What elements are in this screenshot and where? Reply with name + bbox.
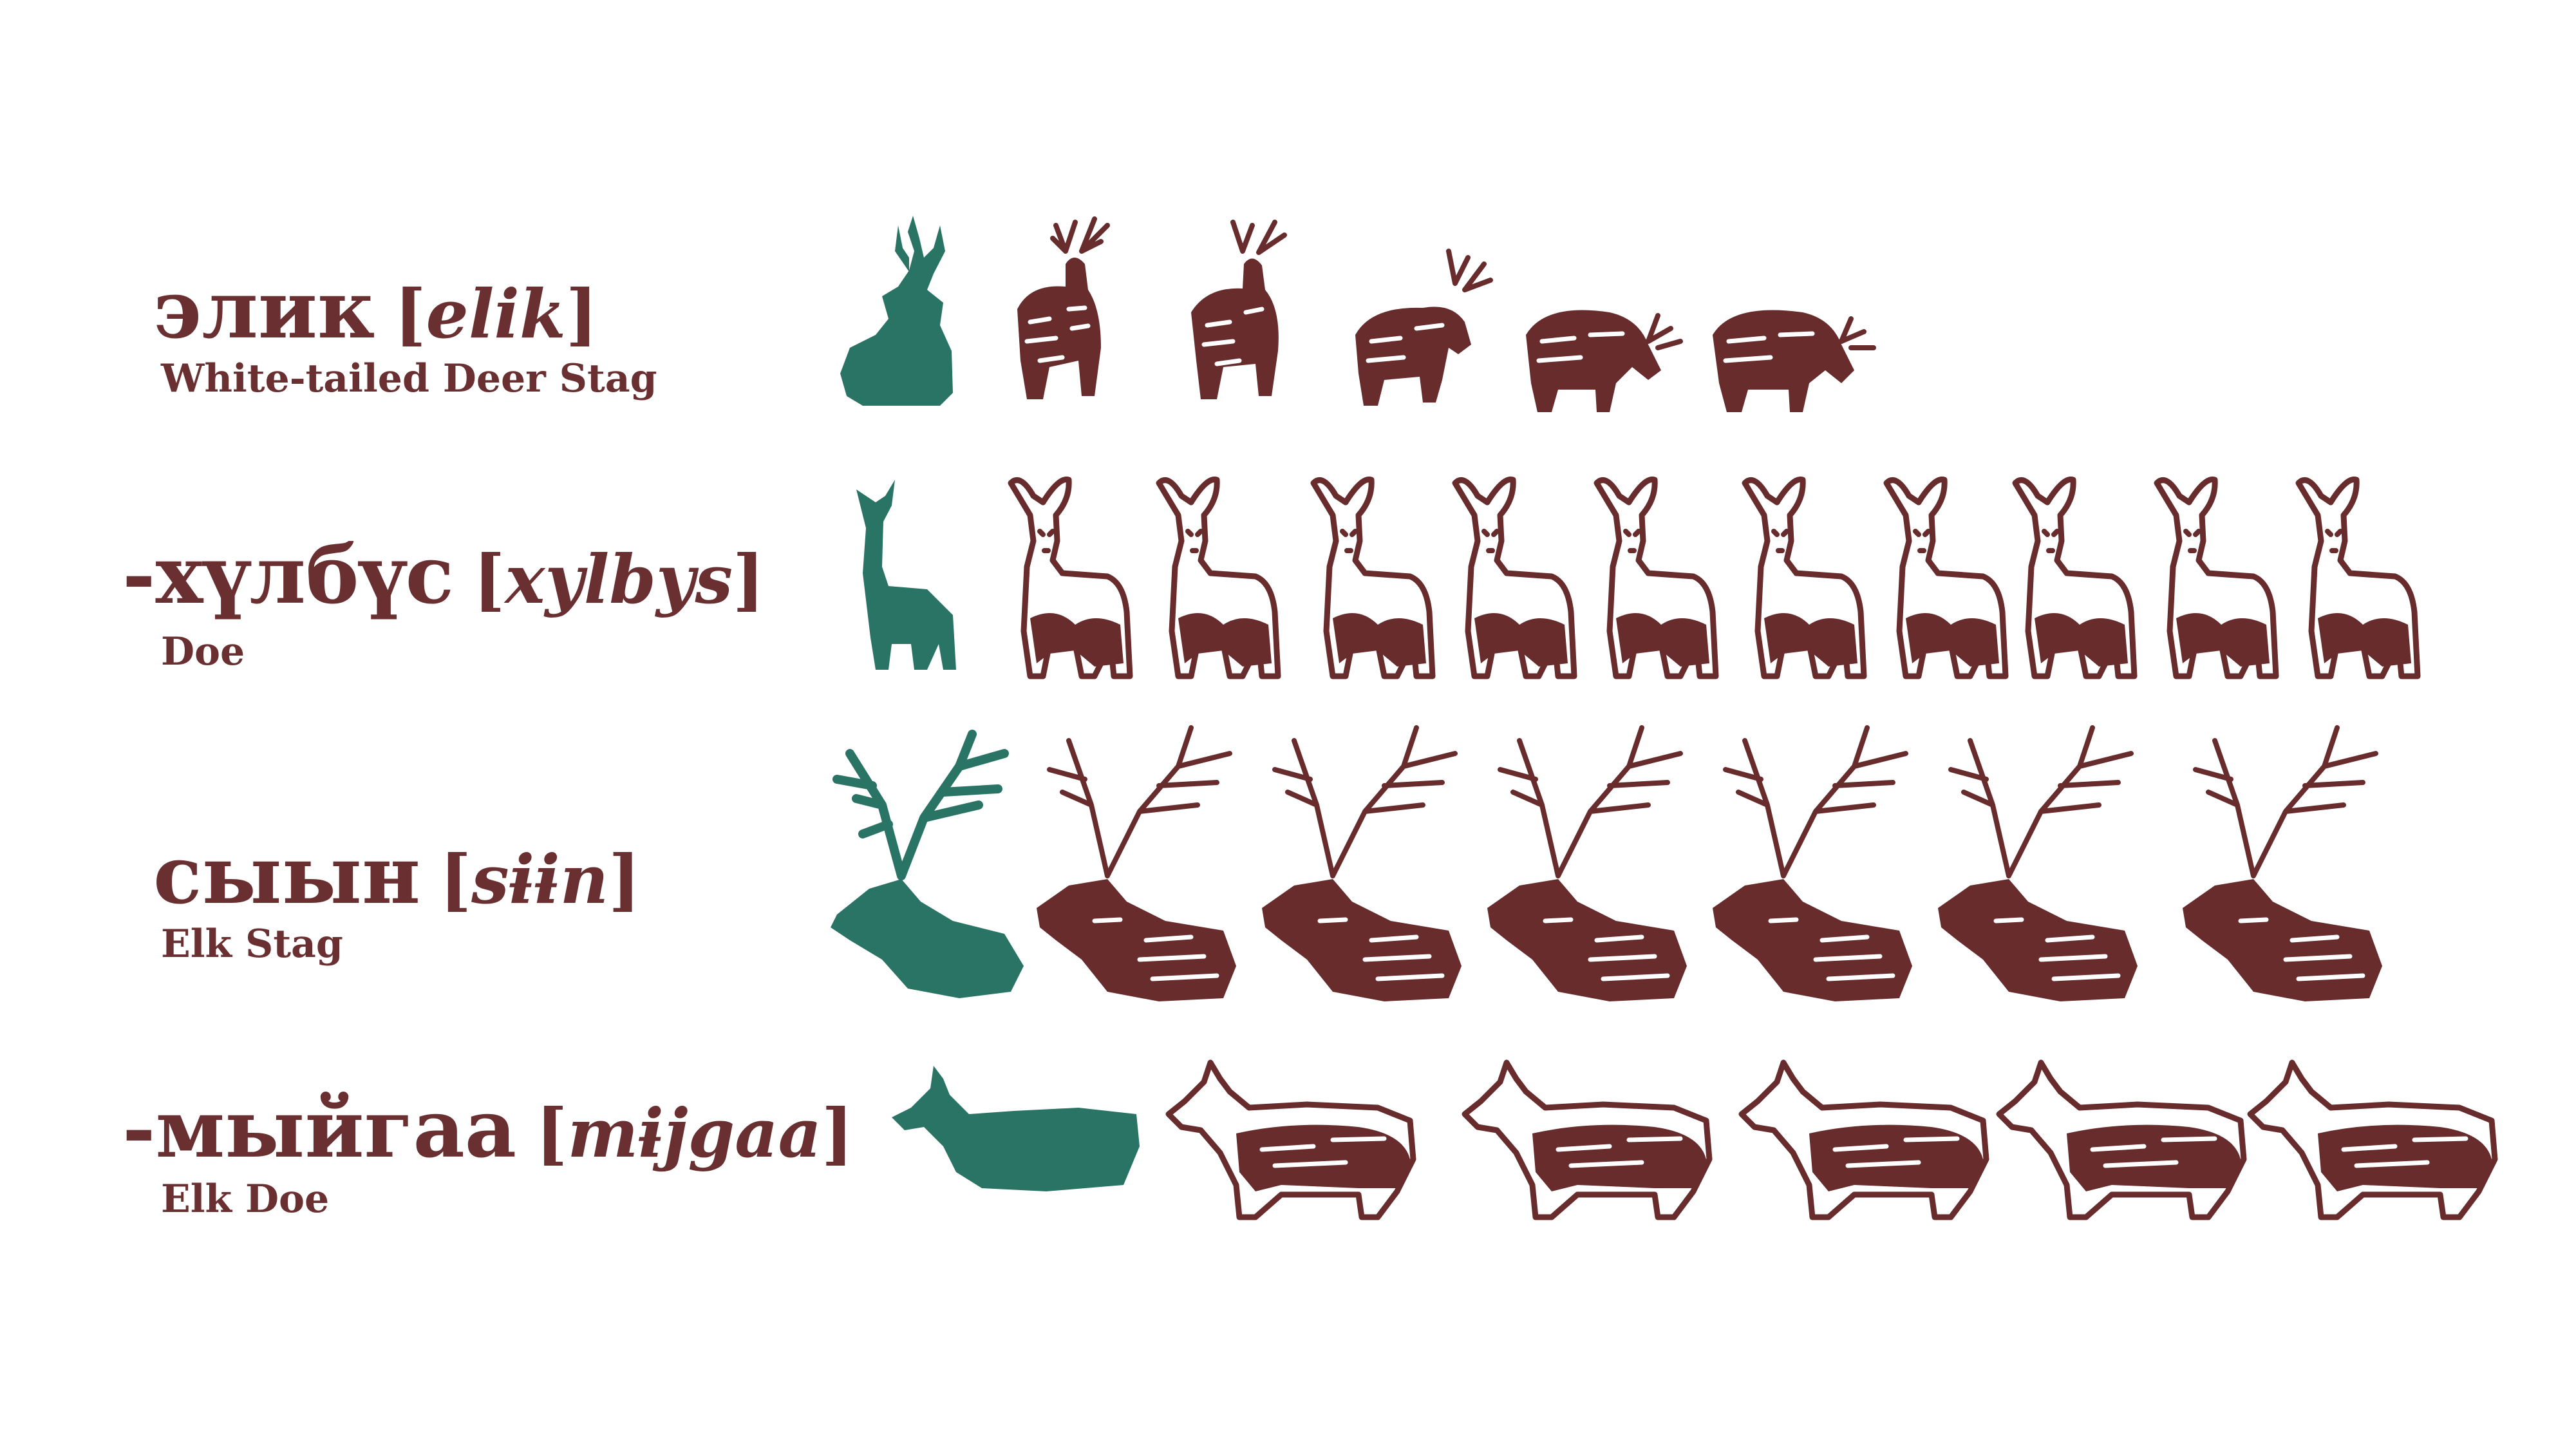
term-transliteration: [sɨɨn] — [439, 840, 641, 919]
elk-doe-illustration-icon — [1996, 1059, 2247, 1220]
term-gloss: White-tailed Deer Stag — [161, 356, 657, 401]
doe-illustration-icon — [1310, 476, 1436, 679]
term-gloss: Elk Doe — [161, 1177, 330, 1222]
deer-stag-illustration-icon — [1191, 220, 1287, 399]
elk-stag-illustration-strip — [1037, 725, 2382, 1001]
elk-stag-illustration-icon — [1487, 725, 1687, 1001]
doe-illustration-icon — [1008, 476, 1133, 679]
term-gloss: Doe — [161, 629, 245, 674]
elk-stag-illustration-icon — [2183, 725, 2382, 1001]
term-gloss: Elk Stag — [161, 922, 343, 967]
doe-illustration-icon — [2154, 476, 2279, 679]
term-word: сыын — [153, 829, 420, 922]
term-transliteration: [mɨjgaa] — [536, 1094, 854, 1173]
term-transliteration: [xylbys] — [473, 540, 765, 619]
deer-stag-illustration-icon — [1713, 310, 1876, 412]
elk-stag-illustration-icon — [1713, 725, 1912, 1001]
elk-doe-illustration-icon — [1462, 1059, 1713, 1220]
elk-stag-illustration-icon — [1037, 725, 1236, 1001]
doe-illustration-icon — [1156, 476, 1281, 679]
doe-illustration-icon — [1594, 476, 1719, 679]
elk-stag-illustration-icon — [1262, 725, 1462, 1001]
doe-silhouette-icon — [856, 480, 956, 670]
elk-stag-silhouette-icon — [831, 730, 1024, 998]
doe-illustration-icon — [1883, 476, 2009, 679]
term-word: -мыйгаа — [122, 1083, 517, 1176]
deer-stag-illustration-icon — [1355, 249, 1493, 406]
deer-stag-silhouette-icon — [840, 216, 953, 406]
doe-illustration-icon — [2012, 476, 2138, 679]
deer-stag-illustration-icon — [1017, 216, 1110, 399]
deer-stag-illustration-icon — [1526, 310, 1683, 412]
term-word: -хүлбүс — [122, 529, 455, 622]
elk-doe-silhouette-icon — [892, 1066, 1140, 1191]
term-word: элик — [153, 263, 375, 357]
term-heading: -мыйгаа [mɨjgaa] — [122, 1090, 853, 1170]
term-transliteration: [elik] — [394, 274, 598, 354]
doe-illustration-icon — [2295, 476, 2421, 679]
doe-illustration-icon — [1452, 476, 1577, 679]
elk-stag-illustration-icon — [1938, 725, 2138, 1001]
elk-doe-illustration-icon — [2247, 1059, 2498, 1220]
elk-doe-illustration-strip — [1165, 1059, 2498, 1220]
term-heading: сыын [sɨɨn] — [153, 836, 641, 916]
term-heading: -хүлбүс [xylbys] — [122, 536, 764, 616]
elk-doe-illustration-icon — [1165, 1059, 1416, 1220]
elk-doe-illustration-icon — [1738, 1059, 1989, 1220]
term-heading: элик [elik] — [153, 270, 597, 350]
doe-illustration-icon — [1742, 476, 1867, 679]
